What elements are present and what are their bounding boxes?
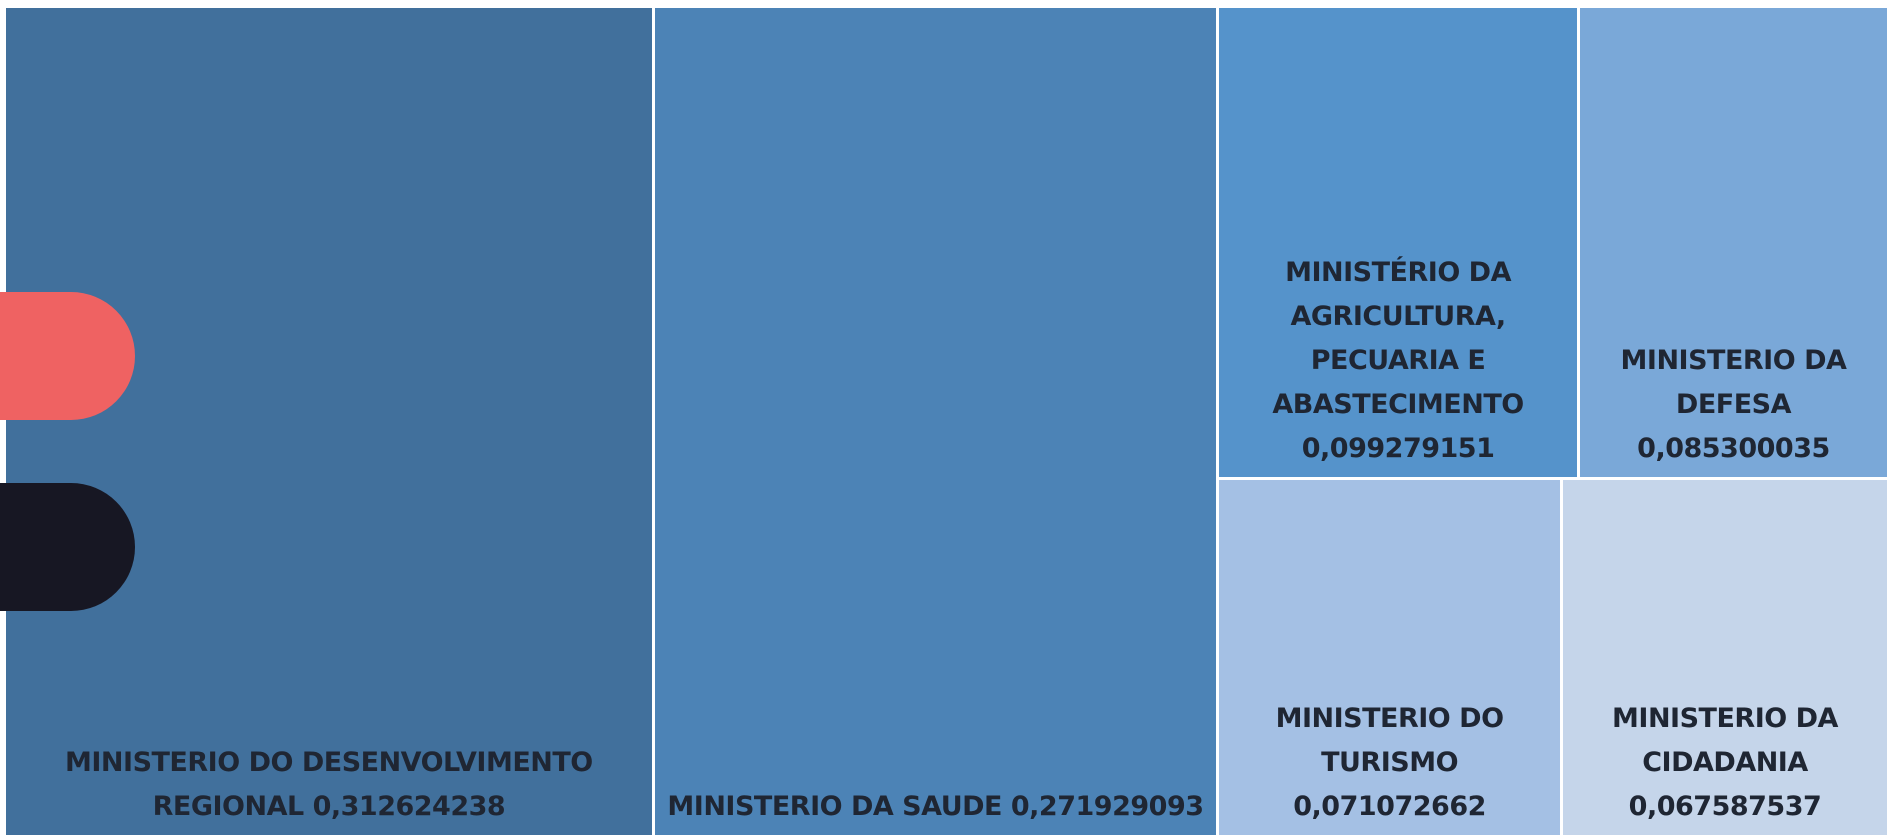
cell-label: MINISTERIO DA SAUDE 0,271929093 bbox=[657, 785, 1213, 835]
treemap-cell: MINISTERIO DA SAUDE 0,271929093 bbox=[654, 8, 1217, 835]
category-label: MINISTERIO DO DESENVOLVIMENTO REGIONAL bbox=[65, 747, 593, 822]
treemap-cell: MINISTÉRIO DA AGRICULTURA, PECUARIA E AB… bbox=[1219, 8, 1577, 478]
decor-pill-dark bbox=[0, 483, 135, 611]
value-label: 0,271929093 bbox=[1010, 791, 1204, 822]
value-label: 0,085300035 bbox=[1637, 433, 1830, 465]
value-label: 0,067587537 bbox=[1628, 790, 1822, 822]
treemap-cell: MINISTERIO DA CIDADANIA 0,067587537 bbox=[1563, 480, 1887, 835]
treemap: MINISTERIO DO DESENVOLVIMENTO REGIONAL 0… bbox=[6, 8, 1890, 835]
treemap-cell: MINISTERIO DA DEFESA 0,085300035 bbox=[1579, 8, 1887, 478]
category-label: MINISTÉRIO DA AGRICULTURA, PECUARIA E AB… bbox=[1272, 257, 1524, 421]
cell-label: MINISTERIO DA CIDADANIA 0,067587537 bbox=[1563, 697, 1887, 835]
cell-label: MINISTERIO DA DEFESA 0,085300035 bbox=[1580, 339, 1887, 477]
cell-label: MINISTÉRIO DA AGRICULTURA, PECUARIA E AB… bbox=[1219, 251, 1577, 477]
treemap-cell: MINISTERIO DO TURISMO 0,071072662 bbox=[1219, 480, 1560, 835]
category-label: MINISTERIO DA CIDADANIA bbox=[1612, 702, 1838, 778]
cell-label: MINISTERIO DO TURISMO 0,071072662 bbox=[1219, 697, 1560, 835]
value-label: 0,071072662 bbox=[1293, 790, 1486, 822]
treemap-cell: MINISTERIO DO DESENVOLVIMENTO REGIONAL 0… bbox=[6, 8, 652, 835]
value-label: 0,312624238 bbox=[312, 791, 506, 822]
category-label: MINISTERIO DA SAUDE bbox=[667, 791, 1002, 822]
cell-label: MINISTERIO DO DESENVOLVIMENTO REGIONAL 0… bbox=[6, 741, 652, 835]
decor-pill-red bbox=[0, 292, 135, 420]
category-label: MINISTERIO DA DEFESA bbox=[1620, 345, 1847, 421]
category-label: MINISTERIO DO TURISMO bbox=[1275, 702, 1504, 778]
value-label: 0,099279151 bbox=[1301, 433, 1495, 465]
